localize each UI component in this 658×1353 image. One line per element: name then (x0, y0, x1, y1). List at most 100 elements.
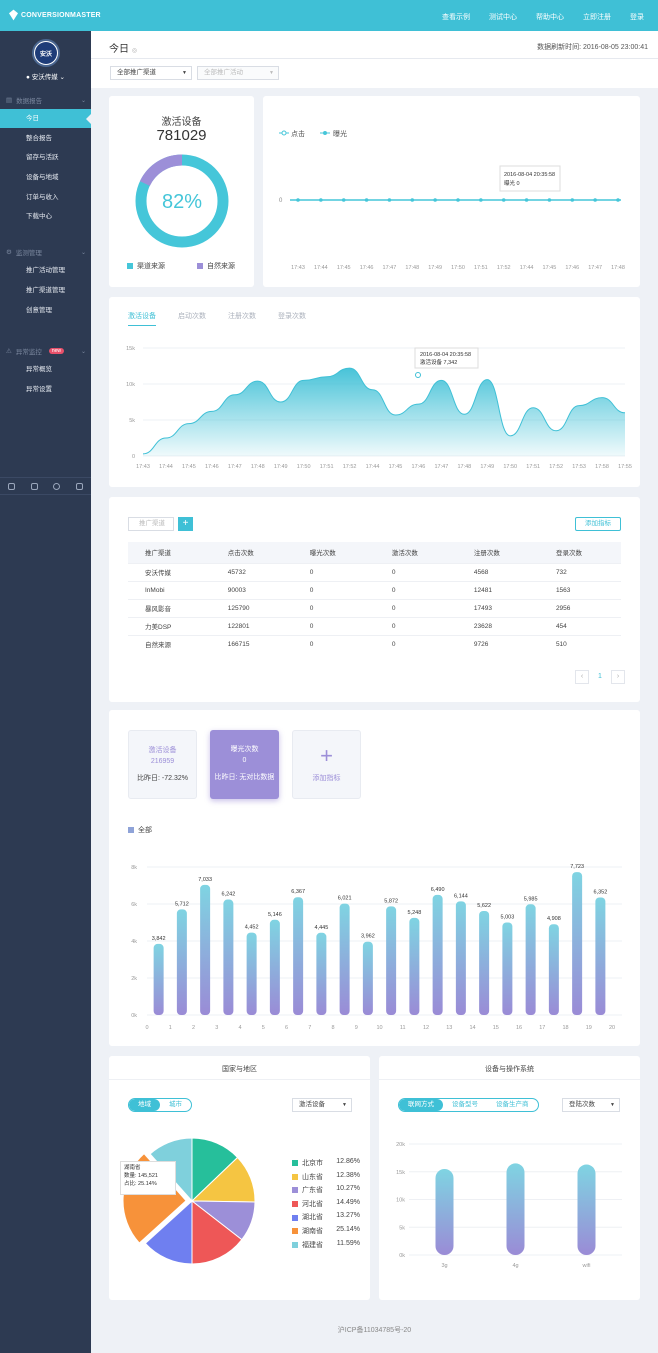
geo-metric-select[interactable]: 激活设备 ▼ (292, 1098, 352, 1112)
inbox-icon[interactable] (76, 482, 84, 490)
nav-test-center[interactable]: 测试中心 (489, 14, 517, 21)
bar-value-label: 5,003 (500, 914, 514, 920)
col-activations[interactable]: 激活次数 (374, 542, 457, 563)
x-tick-label: 3g (441, 1263, 447, 1269)
seg-city[interactable]: 城市 (169, 1101, 182, 1108)
tab-login[interactable]: 登录次数 (278, 313, 306, 320)
bar (432, 894, 443, 1015)
line-legend-exposure[interactable]: 曝光 (320, 129, 347, 138)
nav-register[interactable]: 立即注册 (583, 14, 611, 21)
seg-vendor[interactable]: 设备生产商 (496, 1101, 529, 1108)
pie-legend-item[interactable]: 山东省 12.38% (292, 1172, 360, 1182)
line-legend-click[interactable]: 点击 (279, 129, 305, 138)
pie-legend-item[interactable]: 广东省 10.27% (292, 1185, 360, 1195)
brand-logo[interactable]: CONVERSIONMASTER (9, 9, 101, 21)
legend-percent: 13.27% (336, 1212, 360, 1220)
sidebar-item-downloads[interactable]: 下载中心 (26, 213, 52, 220)
y-tick-label: 15k (126, 346, 135, 352)
bar (176, 909, 187, 1015)
x-tick-label: 17:53 (572, 464, 586, 470)
x-tick-label: 17:44 (314, 265, 328, 271)
bar-value-label: 4,452 (245, 925, 259, 931)
page-title-text: 今日 (109, 44, 129, 55)
page-title: 今日 ◎ (109, 40, 137, 55)
x-tick-label: 4g (512, 1263, 518, 1269)
user-icon[interactable] (7, 482, 15, 490)
tab-activation[interactable]: 激活设备 (128, 311, 156, 326)
pie-legend-item[interactable]: 福建省 11.59% (292, 1240, 360, 1250)
add-metric-button[interactable]: 添加指标 (575, 517, 621, 531)
seg-model[interactable]: 设备型号 (452, 1101, 478, 1108)
table-row: InMobi 90003 0 0 12481 1563 (128, 580, 621, 599)
tab-register[interactable]: 注册次数 (228, 313, 256, 320)
bar-legend[interactable]: 全部 (128, 825, 152, 835)
sidebar-item-retention[interactable]: 留存与活跃 (26, 154, 59, 161)
x-tick-label: 17:50 (451, 265, 465, 271)
stat-card-exposure[interactable]: 曝光次数 0 比昨日: 无对比数据 (210, 730, 279, 799)
donut-percent: 82% (162, 191, 202, 213)
table-cell: 安沃传媒 (128, 562, 211, 581)
device-metric-select[interactable]: 登陆次数 ▼ (562, 1098, 620, 1112)
seg-network[interactable]: 联网方式 (399, 1099, 443, 1111)
col-registers[interactable]: 注册次数 (456, 542, 539, 563)
col-clicks[interactable]: 点击次数 (210, 542, 293, 563)
y-tick-label: 8k (131, 865, 137, 871)
col-logins[interactable]: 登录次数 (538, 542, 621, 563)
x-tick-label: 17:44 (520, 265, 534, 271)
group-monitoring[interactable]: ⚙ 监测管理 ⌄ (6, 247, 86, 257)
group-anomaly[interactable]: ⚠ 异常监控 new ⌄ (6, 346, 86, 356)
pie-legend-item[interactable]: 湖北省 13.27% (292, 1212, 360, 1222)
sidebar-item-anomaly-settings[interactable]: 异常设置 (26, 386, 52, 393)
next-page-button[interactable]: › (611, 670, 625, 684)
settings-icon[interactable] (53, 482, 61, 490)
y-tick-label: 4k (131, 939, 137, 945)
bar-value-label: 6,021 (338, 896, 352, 902)
page-number[interactable]: 1 (598, 673, 602, 680)
x-tick-label: 17:58 (595, 464, 609, 470)
org-switcher[interactable]: ● 安沃传媒 ⌄ (26, 74, 65, 81)
stat-card-activation[interactable]: 激活设备 216959 比昨日: -72.32% (128, 730, 197, 799)
group-reports[interactable]: ▤ 数据报告 ⌄ (6, 95, 86, 105)
channel-select[interactable]: 全部推广渠道 ▼ (110, 66, 192, 80)
line-point (501, 198, 506, 202)
pie-legend-item[interactable]: 河北省 14.49% (292, 1199, 360, 1209)
y-tick-label: 6k (131, 902, 137, 908)
add-metric-card[interactable]: + 添加指标 (292, 730, 361, 799)
x-tick-label: 17:47 (588, 265, 602, 271)
x-tick-label: 11 (400, 1025, 406, 1031)
x-tick-label: 17:46 (412, 464, 426, 470)
sidebar-item-campaigns[interactable]: 推广活动管理 (26, 267, 65, 274)
nav-examples[interactable]: 查看示例 (442, 14, 470, 21)
avatar[interactable]: 安沃 (32, 39, 60, 67)
bar (246, 932, 257, 1015)
bar (339, 903, 350, 1015)
activation-count: 781029 (156, 127, 207, 144)
sidebar-item-device-region[interactable]: 设备与地域 (26, 174, 59, 181)
geo-segment: 地域 城市 (128, 1098, 192, 1112)
campaign-select[interactable]: 全部推广活动 ▼ (197, 66, 279, 80)
nav-login[interactable]: 登录 (630, 14, 644, 21)
x-tick-label: 15 (493, 1025, 499, 1031)
seg-region[interactable]: 地域 (129, 1099, 160, 1111)
footer-icp: 沪ICP备11034785号-20 (337, 1327, 412, 1334)
sidebar-item-today[interactable]: 今日 (0, 109, 91, 128)
add-filter-button[interactable]: + (178, 517, 193, 531)
caret-down-icon: ▼ (610, 1102, 615, 1108)
gear-icon: ⚙ (6, 249, 12, 256)
nav-help[interactable]: 帮助中心 (536, 14, 564, 21)
sidebar-item-integrated[interactable]: 整合报告 (26, 135, 52, 142)
info-icon[interactable]: ◎ (131, 48, 138, 54)
col-channel[interactable]: 推广渠道 (128, 542, 211, 563)
col-exposures[interactable]: 曝光次数 (292, 542, 375, 563)
channel-filter-input[interactable]: 推广渠道 (128, 517, 174, 531)
sidebar-item-anomaly-overview[interactable]: 异常概览 (26, 366, 52, 373)
campaign-select-value: 全部推广活动 (204, 69, 243, 76)
pie-legend-item[interactable]: 湖南省 25.14% (292, 1226, 360, 1236)
tab-launch[interactable]: 启动次数 (178, 313, 206, 320)
pie-legend-item[interactable]: 北京市 12.86% (292, 1158, 360, 1168)
sidebar-item-channels[interactable]: 推广渠道管理 (26, 287, 65, 294)
prev-page-button[interactable]: ‹ (575, 670, 589, 684)
document-icon[interactable] (30, 482, 38, 490)
sidebar-item-orders[interactable]: 订单与收入 (26, 194, 59, 201)
sidebar-item-creatives[interactable]: 创意管理 (26, 307, 52, 314)
